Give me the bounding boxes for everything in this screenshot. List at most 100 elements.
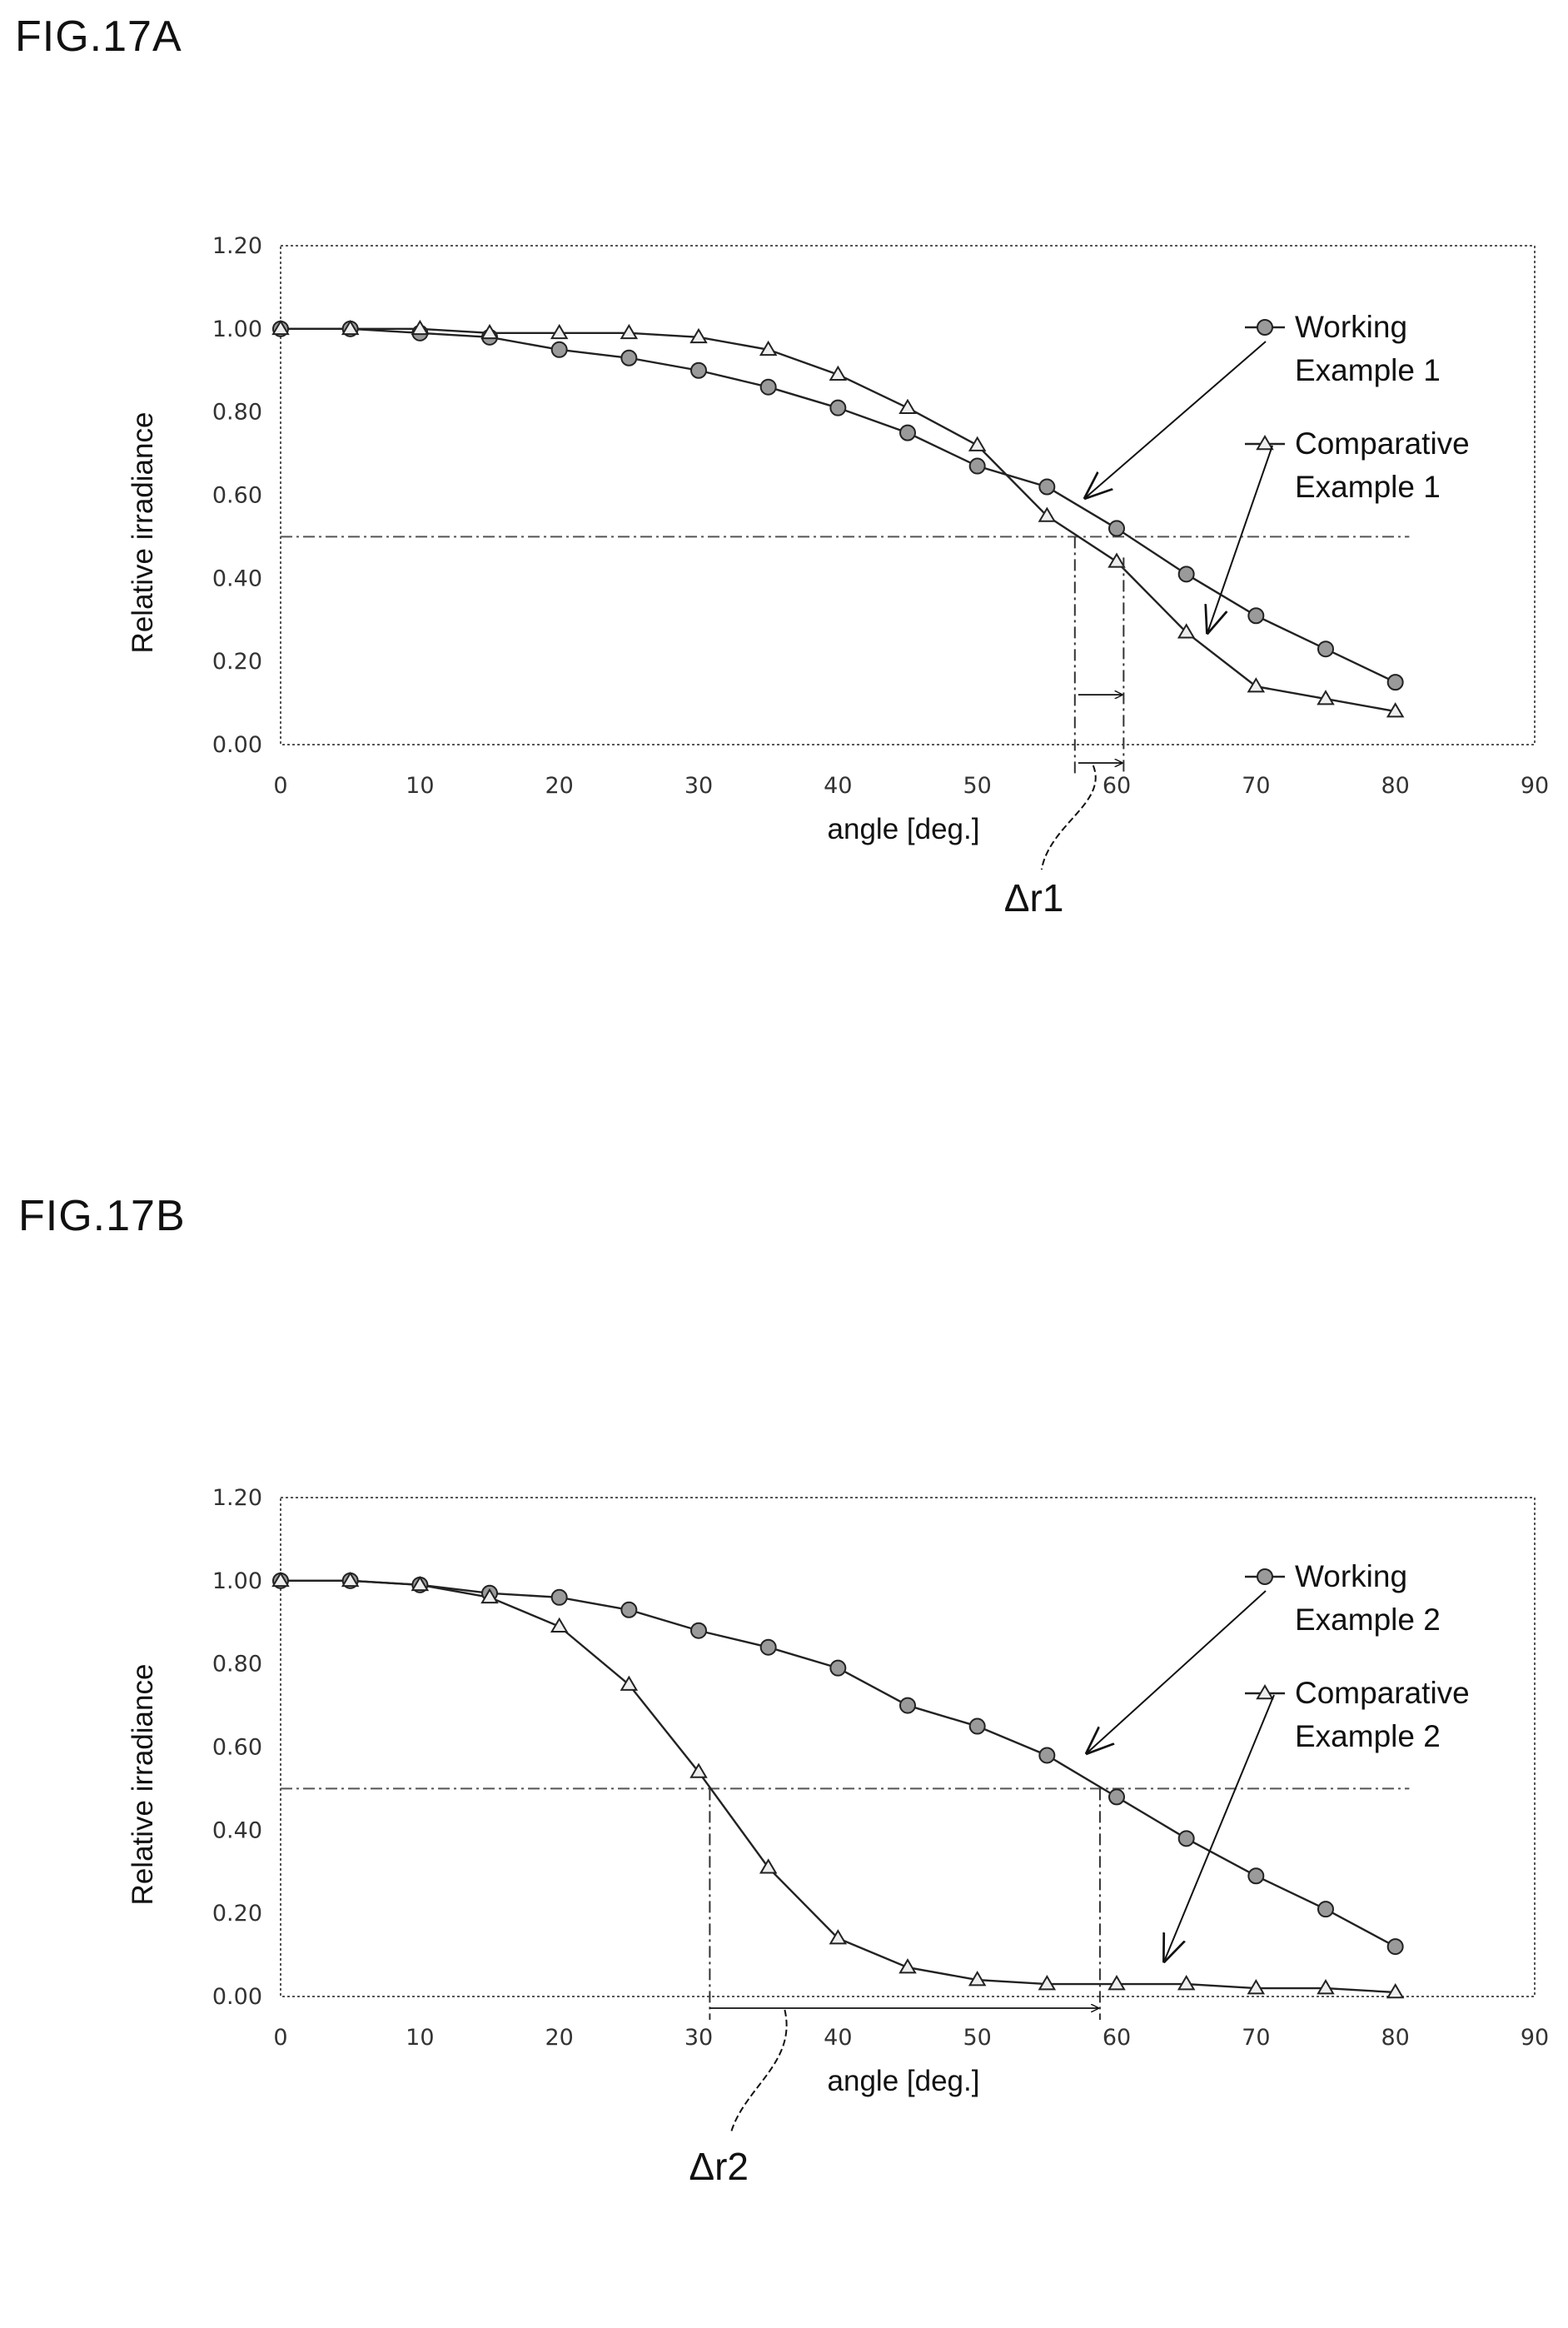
- x-axis-title: angle [deg.]: [828, 813, 980, 845]
- comparative-data-point: [550, 1617, 569, 1633]
- comparative-data-point: [829, 1929, 848, 1945]
- working-data-point: [550, 1588, 568, 1606]
- working-data-point: [899, 424, 916, 441]
- working-data-point: [899, 1697, 916, 1714]
- y-tick-label: 0.60: [212, 483, 262, 509]
- legend-pointer-arrow: [1085, 341, 1267, 498]
- x-tick-label: 60: [1103, 773, 1131, 799]
- legend-label-line2: Example 2: [1295, 1603, 1441, 1637]
- legend-pointer-arrow: [1087, 1590, 1267, 1753]
- working-data-point: [1108, 520, 1125, 537]
- y-tick-label: 0.40: [212, 566, 262, 591]
- y-tick-label: 1.00: [212, 1568, 262, 1594]
- legend-label-line2: Example 2: [1295, 1719, 1441, 1753]
- comparative-data-point: [968, 1971, 987, 1987]
- legend-label-line1: Working: [1295, 310, 1407, 344]
- legend-label-line2: Example 1: [1295, 353, 1441, 387]
- comparative-data-point: [1177, 623, 1196, 639]
- comparative-data-point: [1317, 1979, 1335, 1995]
- working-data-point: [1177, 1830, 1195, 1847]
- comparative-data-point: [829, 365, 848, 381]
- comparative-data-point: [1317, 690, 1335, 705]
- comparative-data-point: [341, 1571, 360, 1588]
- working-data-point: [690, 361, 707, 379]
- chart-fig-17a: 0.00 0.20 0.40 0.60 0.80 1.00 1.20 0 10 20 30 40 50 6…: [127, 233, 1549, 920]
- delta-leader-line: [1040, 765, 1097, 870]
- legend-triangle-marker: [1256, 1684, 1274, 1700]
- working-data-point: [1177, 566, 1195, 583]
- working-data-point: [1108, 1788, 1125, 1806]
- working-data-point: [1317, 1901, 1334, 1918]
- y-tick-label: 0.60: [212, 1735, 262, 1761]
- chart-fig-17b: 0.00 0.20 0.40 0.60 0.80 1.00 1.20 0 10 20 30 40 50 6…: [127, 1485, 1549, 2188]
- plot-area-frame: [280, 1497, 1536, 1997]
- delta-label: Δr1: [1004, 876, 1064, 920]
- series-line-working: [281, 1579, 1396, 1948]
- legend-label-line1: Comparative: [1295, 426, 1470, 461]
- comparative-data-point: [620, 323, 639, 340]
- x-tick-label: 60: [1103, 2025, 1131, 2051]
- working-data-point: [1038, 478, 1056, 496]
- comparative-data-point: [480, 323, 499, 340]
- x-tick-label: 0: [273, 773, 287, 799]
- x-tick-label: 20: [545, 2025, 573, 2051]
- y-tick-label: 1.00: [212, 317, 262, 342]
- x-tick-label: 20: [545, 773, 573, 799]
- working-data-point: [620, 1601, 638, 1618]
- comparative-data-point: [411, 1575, 430, 1592]
- x-tick-label: 40: [824, 773, 852, 799]
- comparative-data-point: [1386, 1983, 1405, 1999]
- comparative-data-point: [1386, 702, 1405, 718]
- comparative-data-point: [1177, 1975, 1196, 1991]
- comparative-data-point: [759, 340, 778, 356]
- working-data-point: [968, 457, 986, 475]
- legend-circle-marker: [1257, 1568, 1273, 1585]
- comparative-data-point: [1108, 1975, 1126, 1991]
- legend-label-line1: Working: [1295, 1559, 1407, 1593]
- x-tick-label: 40: [824, 2025, 852, 2051]
- y-axis-title: Relative irradiance: [127, 1664, 159, 1906]
- working-data-point: [1386, 1938, 1404, 1956]
- comparative-data-point: [898, 398, 917, 414]
- comparative-data-point: [1038, 506, 1057, 522]
- delta-leader-line: [729, 2009, 788, 2135]
- working-data-point: [829, 1659, 847, 1677]
- x-tick-label: 10: [406, 2025, 434, 2051]
- comparative-data-point: [620, 1675, 639, 1691]
- y-tick-label: 1.20: [212, 1485, 262, 1511]
- legend-triangle-marker: [1256, 435, 1274, 451]
- comparative-data-point: [341, 319, 360, 336]
- comparative-data-point: [271, 319, 290, 336]
- x-tick-label: 30: [684, 773, 713, 799]
- comparative-data-point: [1247, 677, 1266, 693]
- y-tick-label: 0.80: [212, 1652, 262, 1677]
- comparative-data-point: [759, 1858, 778, 1874]
- working-data-point: [829, 399, 847, 416]
- comparative-data-point: [1108, 552, 1126, 568]
- x-axis-title: angle [deg.]: [828, 2065, 980, 2097]
- working-data-point: [550, 341, 568, 358]
- x-tick-label: 70: [1242, 773, 1270, 799]
- x-tick-label: 90: [1521, 2025, 1549, 2051]
- comparative-data-point: [1247, 1979, 1266, 1995]
- legend-label-line1: Comparative: [1295, 1676, 1470, 1710]
- working-data-point: [968, 1717, 986, 1735]
- series-line-comparative: [281, 327, 1396, 713]
- figure-title-a: FIG.17A: [15, 12, 182, 61]
- working-data-point: [1247, 1867, 1265, 1885]
- x-tick-label: 10: [406, 773, 434, 799]
- y-tick-label: 0.20: [212, 649, 262, 675]
- y-axis-title: Relative irradiance: [127, 412, 159, 654]
- x-tick-label: 70: [1242, 2025, 1270, 2051]
- figure-title-b: FIG.17B: [18, 1192, 186, 1240]
- comparative-data-point: [968, 436, 987, 451]
- working-data-point: [759, 1638, 777, 1656]
- x-tick-label: 50: [963, 2025, 991, 2051]
- comparative-data-point: [411, 319, 430, 336]
- comparative-data-point: [898, 1958, 917, 1974]
- plot-area-frame: [280, 245, 1536, 745]
- y-tick-label: 0.80: [212, 400, 262, 426]
- comparative-data-point: [271, 1571, 290, 1588]
- x-tick-label: 30: [684, 2025, 713, 2051]
- y-tick-label: 0.40: [212, 1817, 262, 1843]
